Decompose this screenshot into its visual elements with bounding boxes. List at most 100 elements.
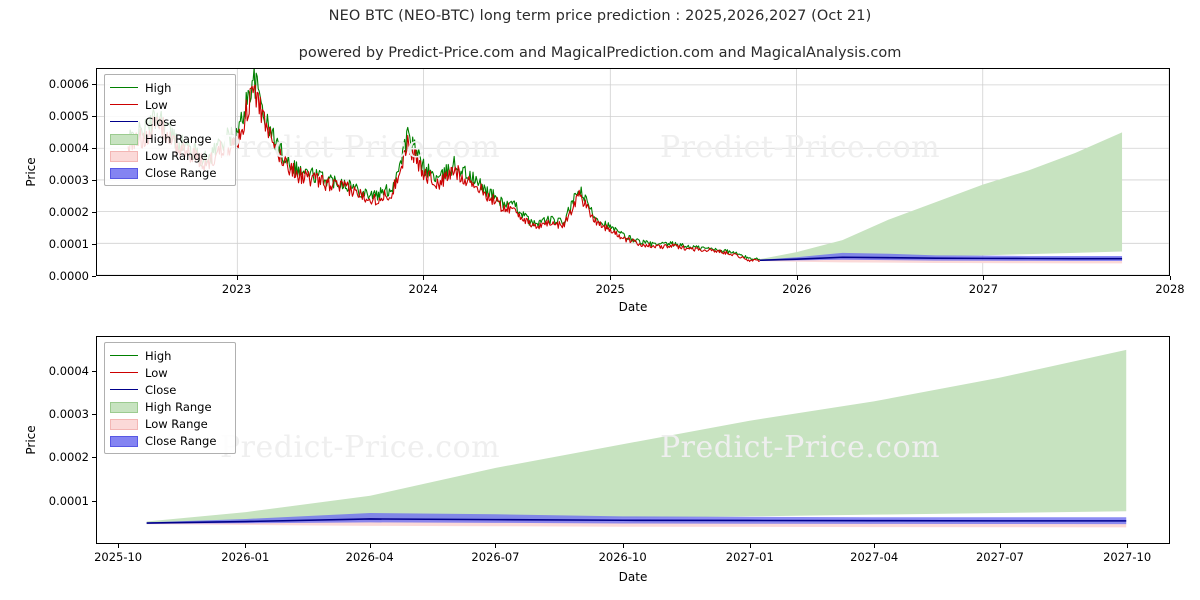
x-tick-label: 2027-10	[1103, 550, 1152, 564]
x-tick-mark	[236, 276, 238, 280]
legend-label: Close Range	[145, 165, 217, 180]
y-tick-mark	[92, 84, 96, 85]
y-tick-label: 0.0002	[48, 205, 89, 219]
legend-label: Low	[145, 97, 168, 112]
legend-entry: Low	[110, 364, 229, 381]
legend-entry: Close Range	[110, 164, 229, 181]
legend-swatch-icon	[110, 167, 138, 179]
y-tick-label: 0.0002	[48, 450, 89, 465]
legend-label: Low Range	[145, 416, 208, 431]
x-tick-label: 2027-01	[725, 550, 774, 564]
y-tick-label: 0.0000	[48, 269, 89, 283]
x-tick-label: 2028	[1155, 282, 1185, 296]
x-tick-mark	[369, 544, 371, 548]
top-chart-legend: High Low Close High Range Low Range Close Ran…	[104, 74, 236, 186]
top-chart-axes	[96, 68, 1170, 276]
legend-entry: Low	[110, 96, 229, 113]
legend-entry: Low Range	[110, 415, 229, 432]
legend-label: Close	[145, 114, 177, 129]
bottom-xlabel: Date	[618, 570, 648, 584]
y-tick-mark	[92, 116, 96, 117]
legend-entry: Close Range	[110, 432, 229, 449]
x-tick-mark	[245, 544, 247, 548]
legend-label: Close Range	[145, 433, 217, 448]
bottom-chart-plot	[146, 349, 1127, 528]
x-tick-label: 2027	[968, 282, 999, 296]
legend-swatch-icon	[110, 435, 138, 447]
y-tick-label: 0.0004	[48, 141, 89, 155]
legend-swatch-icon	[110, 133, 138, 145]
page-subtitle: powered by Predict-Price.com and Magical…	[298, 45, 902, 61]
legend-swatch-icon	[110, 418, 138, 430]
legend-swatch-icon	[110, 82, 138, 94]
top-chart-plot	[97, 69, 1169, 275]
x-tick-label: 2026-07	[471, 550, 520, 564]
y-tick-label: 0.0005	[48, 109, 89, 123]
legend-swatch-icon	[110, 150, 138, 162]
legend-swatch-icon	[110, 99, 138, 111]
x-tick-mark	[1127, 544, 1129, 548]
y-tick-mark	[92, 276, 96, 277]
x-tick-label: 2026	[782, 282, 812, 296]
y-tick-mark	[92, 370, 96, 372]
x-tick-label: 2027-07	[975, 550, 1025, 564]
y-tick-label: 0.0006	[48, 77, 89, 91]
legend-entry: High Range	[110, 130, 229, 147]
legend-swatch-icon	[110, 367, 138, 379]
x-tick-label: 2023	[221, 282, 252, 296]
y-tick-mark	[92, 414, 96, 415]
y-tick-mark	[92, 457, 96, 459]
legend-entry: High Range	[110, 398, 229, 415]
x-tick-mark	[423, 276, 425, 280]
legend-swatch-icon	[110, 350, 138, 362]
bottom-chart-axes	[96, 336, 1170, 544]
y-tick-label: 0.0004	[48, 363, 89, 378]
x-tick-label: 2025	[595, 282, 625, 296]
y-tick-mark	[92, 212, 96, 213]
legend-entry: High	[110, 347, 229, 364]
x-tick-label: 2026-04	[345, 550, 394, 564]
x-tick-mark	[1170, 276, 1171, 280]
y-tick-mark	[92, 244, 96, 245]
x-tick-mark	[610, 276, 612, 280]
legend-label: High	[145, 80, 172, 95]
legend-label: Low Range	[145, 148, 208, 163]
x-tick-mark	[796, 276, 798, 280]
x-tick-label: 2026-10	[598, 550, 647, 564]
legend-label: Low	[145, 365, 168, 380]
legend-entry: High	[110, 79, 229, 96]
legend-swatch-icon	[110, 401, 138, 413]
x-tick-mark	[999, 544, 1001, 548]
x-tick-mark	[495, 544, 497, 548]
legend-swatch-icon	[110, 116, 138, 128]
legend-entry: Close	[110, 381, 229, 398]
y-tick-label: 0.0003	[48, 407, 89, 421]
y-tick-mark	[92, 500, 96, 502]
legend-entry: Low Range	[110, 147, 229, 164]
top-xlabel: Date	[618, 300, 648, 314]
legend-label: High Range	[145, 399, 212, 414]
x-tick-label: 2024	[408, 282, 438, 296]
y-tick-label: 0.0001	[48, 493, 89, 508]
legend-entry: Close	[110, 113, 229, 130]
legend-label: High	[145, 348, 172, 363]
y-tick-mark	[92, 180, 96, 181]
x-tick-label: 2025-10	[94, 550, 143, 564]
bottom-chart-legend: High Low Close High Range Low Range Close Ran…	[104, 342, 236, 454]
x-tick-mark	[983, 276, 985, 280]
top-ylabel: Price	[24, 157, 38, 187]
legend-label: Close	[145, 382, 177, 397]
legend-swatch-icon	[110, 384, 138, 396]
x-tick-label: 2026-01	[221, 550, 270, 564]
x-tick-mark	[622, 544, 624, 548]
x-tick-mark	[874, 544, 876, 548]
legend-label: High Range	[145, 131, 212, 146]
page-title: NEO BTC (NEO-BTC) long term price predic…	[328, 8, 872, 24]
y-tick-label: 0.0001	[48, 237, 89, 251]
x-tick-mark	[749, 544, 751, 548]
y-tick-mark	[92, 148, 96, 149]
bottom-ylabel: Price	[24, 425, 38, 455]
x-tick-label: 2027-04	[850, 550, 899, 564]
x-tick-mark	[118, 544, 120, 548]
